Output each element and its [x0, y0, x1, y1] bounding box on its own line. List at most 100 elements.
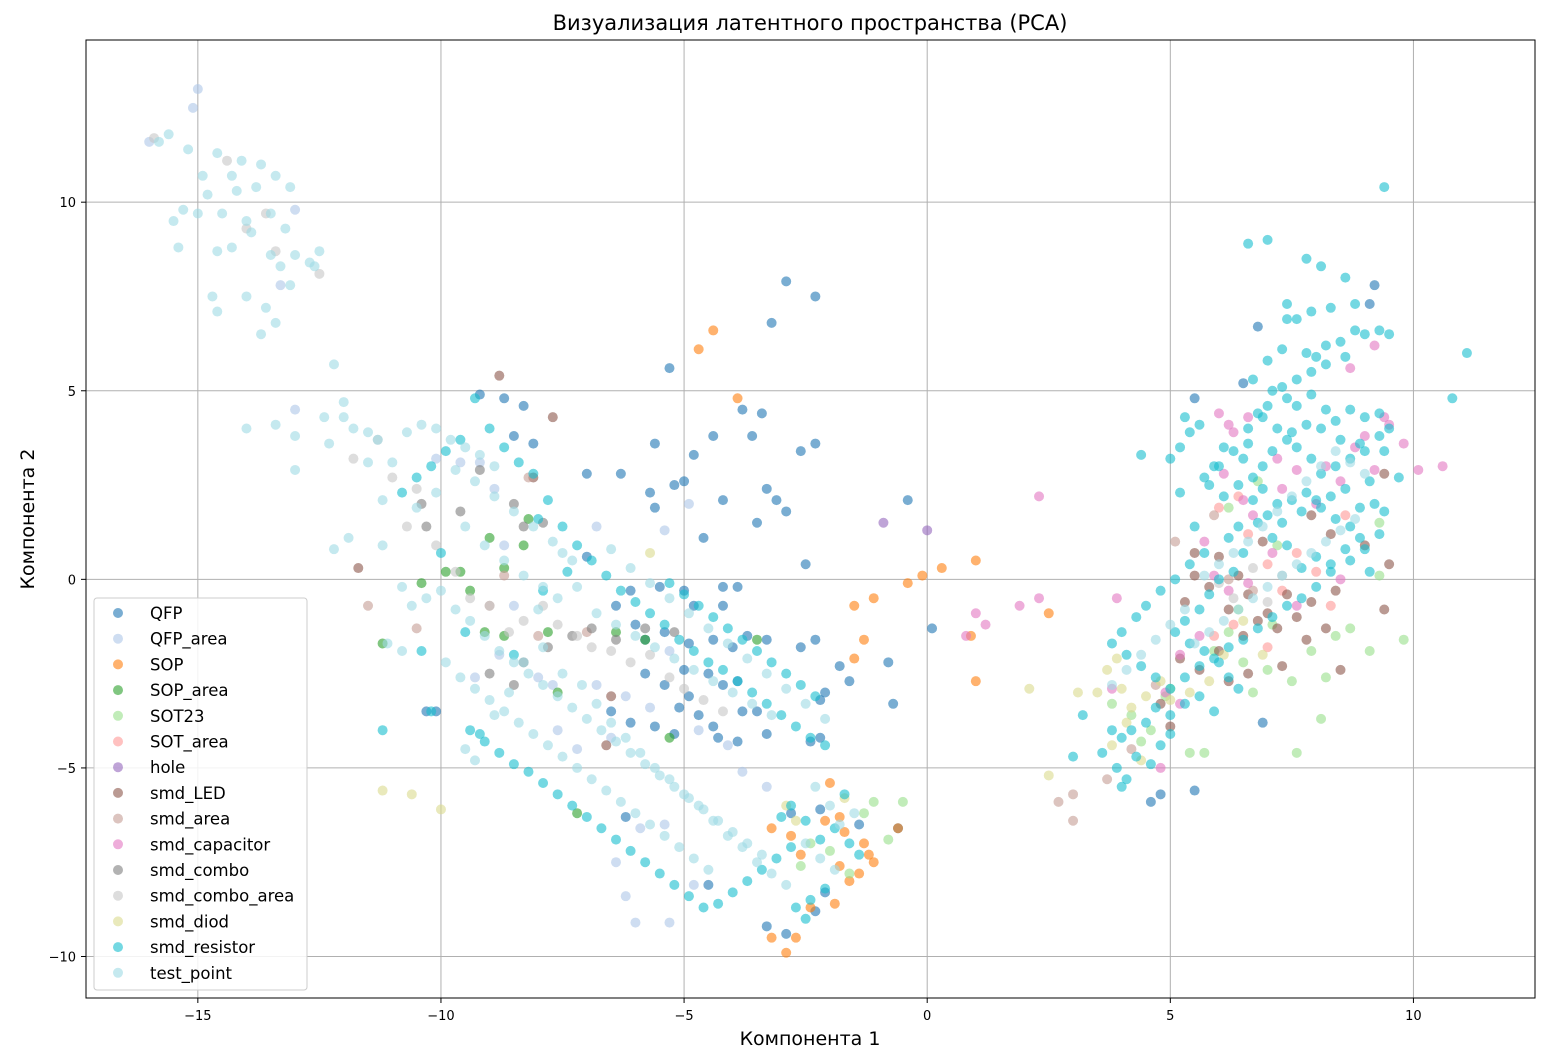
point-test-point — [538, 679, 549, 690]
point-test-point — [747, 698, 758, 709]
point-smd-area — [1223, 574, 1234, 585]
point-QFP — [717, 581, 728, 592]
point-smd-resistor — [499, 442, 510, 453]
x-tick-label: −10 — [427, 1009, 454, 1024]
point-test-point — [226, 170, 237, 181]
point-test-point — [479, 630, 490, 641]
point-smd-resistor — [1282, 299, 1293, 310]
point-QFP — [693, 710, 704, 721]
point-test-point — [421, 593, 432, 604]
point-smd-resistor — [1213, 461, 1224, 472]
point-test-point — [212, 306, 223, 317]
point-test-point — [1320, 536, 1331, 547]
point-test-point — [552, 691, 563, 702]
point-test-point — [591, 608, 602, 619]
point-QFP — [703, 668, 714, 679]
point-smd-resistor — [1364, 476, 1375, 487]
point-smd-LED — [1272, 623, 1283, 634]
point-test-point — [1218, 615, 1229, 626]
series-smd-diod — [377, 547, 1268, 826]
point-SOT23 — [1136, 736, 1147, 747]
point-QFP — [717, 679, 728, 690]
point-smd-capacitor — [1272, 453, 1283, 464]
point-smd-resistor — [1209, 706, 1220, 717]
point-SOP — [790, 932, 801, 943]
point-test-point — [708, 676, 719, 687]
point-test-point — [207, 291, 218, 302]
point-smd-resistor — [1267, 532, 1278, 543]
point-SOP-area — [499, 563, 510, 574]
point-test-point — [824, 800, 835, 811]
point-smd-resistor — [756, 864, 767, 875]
point-smd-resistor — [674, 634, 685, 645]
point-smd-LED — [1330, 585, 1341, 596]
series-hole — [878, 517, 933, 536]
point-smd-diod — [790, 815, 801, 826]
point-smd-resistor — [596, 823, 607, 834]
point-smd-LED — [1189, 547, 1200, 558]
point-smd-resistor — [1277, 381, 1288, 392]
point-SOT-area — [1262, 642, 1273, 653]
axis-ticks: −15 −10 −5 0 5 10 −10 −5 0 5 10 — [49, 196, 1422, 1024]
plot-area-frame — [85, 39, 1536, 999]
point-test-point — [416, 419, 427, 430]
point-smd-resistor — [1320, 359, 1331, 370]
point-smd-combo — [474, 464, 485, 475]
point-test-point — [469, 476, 480, 487]
point-smd-resistor — [776, 710, 787, 721]
point-smd-resistor — [1359, 412, 1370, 423]
point-smd-resistor — [1116, 732, 1127, 743]
legend-marker — [113, 890, 123, 901]
point-smd-resistor — [1184, 559, 1195, 570]
point-QFP — [620, 811, 631, 822]
point-smd-LED — [353, 563, 364, 574]
point-QFP-area — [683, 498, 694, 509]
point-smd-resistor — [1194, 604, 1205, 615]
point-smd-LED — [1325, 529, 1336, 540]
point-smd-resistor — [688, 646, 699, 657]
point-test-point — [611, 619, 622, 630]
point-SOT23 — [1145, 725, 1156, 736]
legend-marker — [113, 916, 123, 927]
point-test-point — [1330, 446, 1341, 457]
point-test-point — [401, 427, 412, 438]
point-test-point — [377, 540, 388, 551]
point-test-point — [241, 216, 252, 227]
point-test-point — [708, 815, 719, 826]
legend-marker — [113, 736, 123, 747]
point-smd-capacitor — [1359, 431, 1370, 442]
point-QFP-area — [761, 781, 772, 792]
point-smd-resistor — [1252, 623, 1263, 634]
point-test-point — [504, 687, 515, 698]
point-smd-resistor — [1238, 547, 1249, 558]
point-smd-diod — [1141, 691, 1152, 702]
point-smd-combo-area — [679, 683, 690, 694]
point-test-point — [484, 695, 495, 706]
point-smd-resistor — [727, 887, 738, 898]
point-smd-area — [1068, 815, 1079, 826]
point-smd-resistor — [538, 778, 549, 789]
point-smd-resistor — [1194, 419, 1205, 430]
point-smd-capacitor — [1223, 585, 1234, 596]
point-test-point — [265, 208, 276, 219]
point-smd-area — [1247, 585, 1258, 596]
point-test-point — [727, 687, 738, 698]
point-smd-diod — [1024, 683, 1035, 694]
point-test-point — [766, 868, 777, 879]
point-test-point — [265, 249, 276, 260]
point-smd-resistor — [1350, 299, 1361, 310]
point-smd-resistor — [659, 619, 670, 630]
point-smd-resistor — [552, 789, 563, 800]
point-SOT-area — [1340, 510, 1351, 521]
point-QFP — [659, 627, 670, 638]
point-test-point — [849, 808, 860, 819]
point-smd-resistor — [1340, 544, 1351, 555]
point-smd-combo-area — [504, 627, 515, 638]
point-smd-LED — [1223, 604, 1234, 615]
series-smd-resistor — [377, 182, 1472, 924]
point-test-point — [572, 581, 583, 592]
point-smd-LED — [1252, 615, 1263, 626]
point-SOT23 — [858, 808, 869, 819]
point-test-point — [324, 438, 335, 449]
point-smd-resistor — [1213, 574, 1224, 585]
